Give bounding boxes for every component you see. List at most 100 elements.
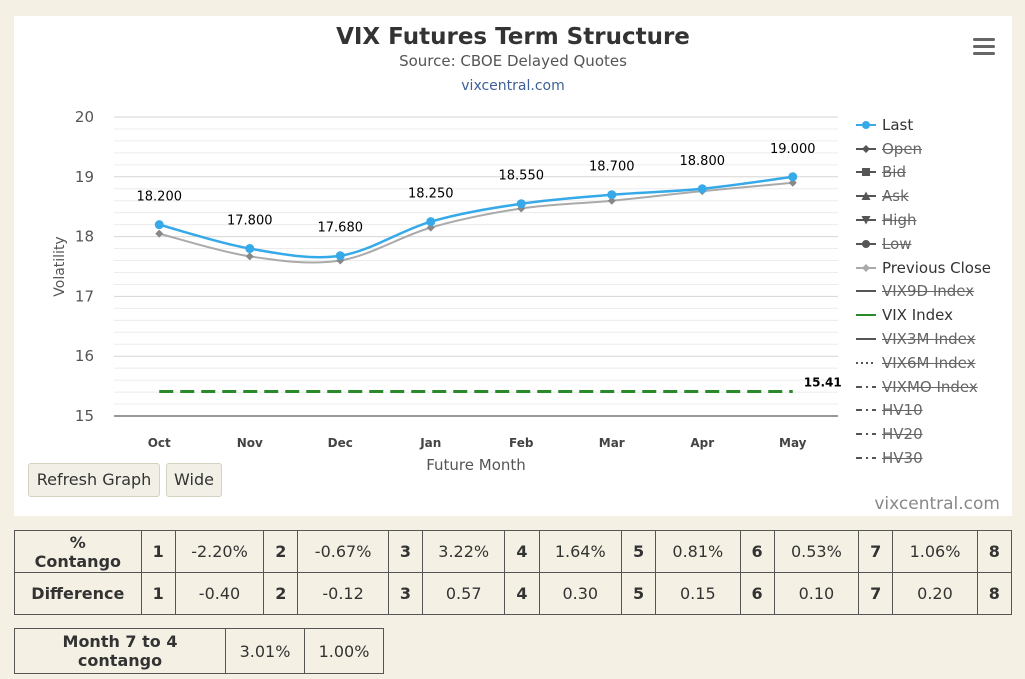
dashdot-line-icon xyxy=(856,433,876,436)
y-tick-label: 20 xyxy=(75,108,94,126)
legend-item[interactable]: HV30 xyxy=(856,446,1012,470)
data-point-last xyxy=(516,199,526,209)
legend-item[interactable]: Low xyxy=(856,232,1012,256)
x-axis-title: Future Month xyxy=(426,456,526,474)
legend-item[interactable]: Ask xyxy=(856,184,1012,208)
table-row: % Contango 1 -2.20% 2 -0.67% 3 3.22% 4 1.64% 5 0.8… xyxy=(14,530,1013,573)
legend-label: HV10 xyxy=(882,401,923,420)
x-tick-label: May xyxy=(779,436,807,450)
series-line-previous-close xyxy=(159,181,793,264)
legend-label: Last xyxy=(882,115,914,134)
wide-button[interactable]: Wide xyxy=(166,463,222,497)
legend-label: VIX6M Index xyxy=(882,353,976,372)
legend-item[interactable]: High xyxy=(856,208,1012,232)
data-label-last: 18.700 xyxy=(589,160,635,175)
data-point-last xyxy=(426,217,436,227)
data-label-last: 18.800 xyxy=(680,154,726,169)
legend-label: High xyxy=(882,211,917,230)
legend-item[interactable]: Previous Close xyxy=(856,256,1012,280)
table-cell: 0.20 xyxy=(892,572,978,615)
legend-item[interactable]: VIXMO Index xyxy=(856,375,1012,399)
triangle-down-line-icon xyxy=(856,216,876,225)
square-line-icon xyxy=(856,168,876,177)
solid-line-icon xyxy=(856,338,876,341)
month-contango-label: Month 7 to 4 contango xyxy=(14,628,226,674)
x-tick-label: Jan xyxy=(419,436,441,450)
source-link[interactable]: vixcentral.com xyxy=(461,78,565,94)
x-tick-label: Dec xyxy=(328,436,353,450)
legend-item[interactable]: VIX Index xyxy=(856,303,1012,327)
month-index: 1 xyxy=(140,530,176,573)
legend-item[interactable]: VIX6M Index xyxy=(856,351,1012,375)
legend-label: Bid xyxy=(882,163,906,182)
data-point-last xyxy=(607,190,617,200)
legend-item[interactable]: Last xyxy=(856,113,1012,137)
row-label: % Contango xyxy=(14,530,142,573)
y-tick-label: 16 xyxy=(75,347,94,365)
table-cell: 1.06% xyxy=(892,530,978,573)
table-cell: -2.20% xyxy=(174,530,265,573)
x-tick-label: Nov xyxy=(237,436,263,450)
table-cell: 1.64% xyxy=(538,530,622,573)
dotted-line-icon xyxy=(856,361,876,364)
month-index: 6 xyxy=(739,530,775,573)
month-index: 3 xyxy=(387,530,423,573)
y-tick-label: 15 xyxy=(75,407,94,425)
data-point-last xyxy=(697,184,707,194)
series-line-last xyxy=(158,175,793,259)
dashdot-line-icon xyxy=(856,457,876,460)
data-label-last: 18.200 xyxy=(137,190,183,205)
line-chart: 15 16 17 18 19 20 Oct Nov Dec Jan Feb Mar Apr May Futu… xyxy=(52,108,842,474)
x-tick-label: Oct xyxy=(148,436,171,450)
month-index: 5 xyxy=(620,572,657,615)
triangle-line-icon xyxy=(856,191,876,201)
dashdot-line-icon xyxy=(856,385,876,388)
legend-label: VIX9D Index xyxy=(882,282,975,301)
data-point-last xyxy=(335,251,345,261)
data-point-last xyxy=(245,244,255,254)
legend-item[interactable]: Bid xyxy=(856,161,1012,185)
contango-table: % Contango 1 -2.20% 2 -0.67% 3 3.22% 4 1.64% 5 0.8… xyxy=(14,530,1013,615)
solid-line-icon xyxy=(856,290,876,293)
table-cell: -0.12 xyxy=(297,572,389,615)
hamburger-menu-icon[interactable] xyxy=(973,38,995,56)
data-point-last xyxy=(788,172,798,182)
refresh-graph-button[interactable]: Refresh Graph xyxy=(28,463,160,497)
watermark: vixcentral.com xyxy=(874,494,1000,514)
data-label-last: 18.550 xyxy=(499,169,545,184)
legend-label: Low xyxy=(882,234,912,253)
y-tick-label: 18 xyxy=(75,228,94,246)
month-index: 3 xyxy=(387,572,423,615)
legend-item[interactable]: VIX9D Index xyxy=(856,280,1012,304)
table-row: Difference 1 -0.40 2 -0.12 3 0.57 4 0.30 5 0.15 6 0.… xyxy=(14,572,1013,615)
month-index: 2 xyxy=(263,572,299,615)
data-point-previous-close xyxy=(155,229,164,238)
legend-item[interactable]: HV10 xyxy=(856,399,1012,423)
x-tick-label: Apr xyxy=(690,436,714,450)
legend-item[interactable]: Open xyxy=(856,137,1012,161)
legend-label: VIX Index xyxy=(882,306,954,325)
month-index: 4 xyxy=(504,572,540,615)
chart-subtitle: Source: CBOE Delayed Quotes xyxy=(399,52,627,70)
x-tick-label: Feb xyxy=(509,436,534,450)
diamond-line-icon xyxy=(856,144,876,153)
data-label-last: 18.250 xyxy=(408,187,454,202)
legend-item[interactable]: HV20 xyxy=(856,422,1012,446)
month-index: 1 xyxy=(140,572,176,615)
diamond-line-icon xyxy=(856,263,876,272)
data-label-last: 17.680 xyxy=(318,221,364,236)
y-axis-title: Volatility xyxy=(52,236,68,296)
legend-label: VIXMO Index xyxy=(882,377,978,396)
month-index: 4 xyxy=(504,530,540,573)
table-cell: 0.57 xyxy=(421,572,506,615)
y-tick-label: 19 xyxy=(75,168,94,186)
row-label: Difference xyxy=(14,572,142,615)
chart-panel: VIX Futures Term Structure Source: CBOE … xyxy=(14,16,1012,516)
month-index: 8 xyxy=(976,572,1013,615)
month-contango-value: 3.01% xyxy=(225,628,305,674)
legend-label: Ask xyxy=(882,187,909,206)
table-cell: 0.15 xyxy=(655,572,741,615)
table-cell: -0.40 xyxy=(174,572,265,615)
legend-item[interactable]: VIX3M Index xyxy=(856,327,1012,351)
dashdot-line-icon xyxy=(856,409,876,412)
